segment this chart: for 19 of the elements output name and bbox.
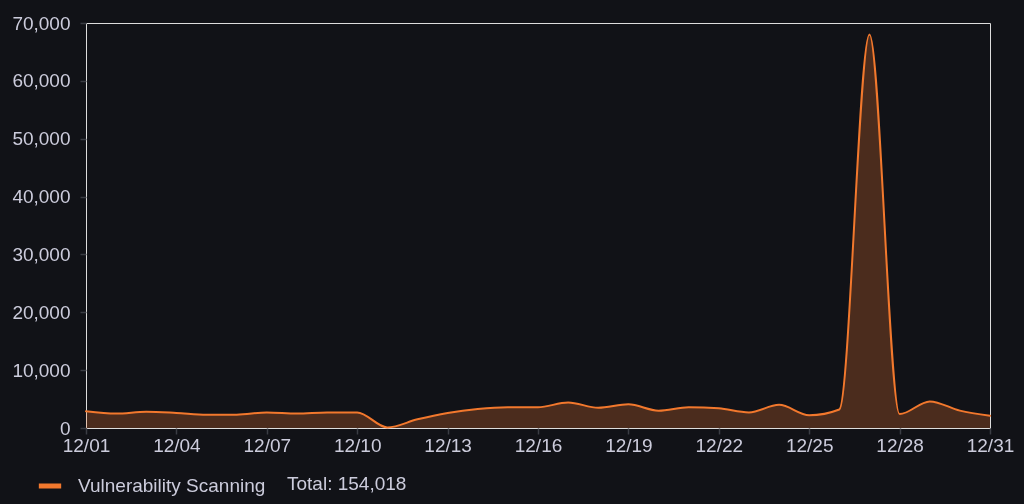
x-tick-label: 12/16 (514, 434, 563, 456)
y-tick-label: 70,000 (12, 12, 71, 34)
x-tick-label: 12/22 (695, 434, 744, 456)
x-tick-label: 12/19 (605, 434, 653, 456)
x-tick-label: 12/10 (333, 434, 382, 456)
y-tick-label: 30,000 (12, 243, 71, 265)
y-tick-label: 40,000 (12, 186, 71, 208)
y-tick-label: 60,000 (12, 70, 71, 92)
y-tick-label: 10,000 (12, 359, 71, 381)
x-tick-label: 12/07 (243, 434, 292, 456)
legend-label: Vulnerability Scanning (78, 475, 266, 496)
x-tick-label: 12/04 (153, 434, 202, 456)
x-tick-label: 12/28 (876, 434, 924, 456)
x-tick-label: 12/25 (785, 434, 834, 456)
x-tick-label: 12/13 (424, 434, 472, 456)
text: Total: 154,018 (287, 473, 407, 494)
y-tick-label: 20,000 (12, 301, 71, 323)
y-tick-label: 50,000 (12, 128, 71, 150)
x-tick-label: 12/31 (966, 434, 1015, 456)
